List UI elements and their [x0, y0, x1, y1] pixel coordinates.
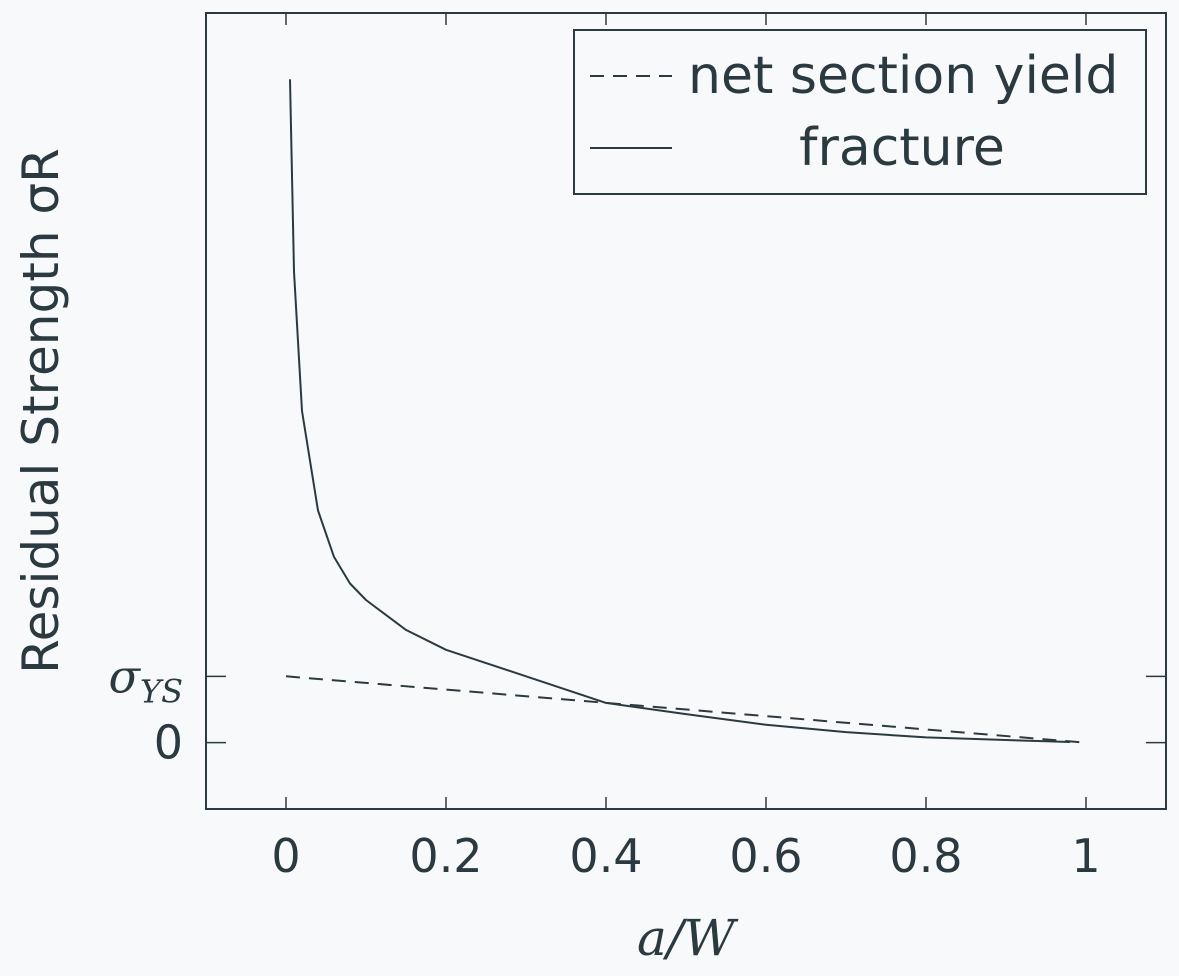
legend-label-net-section-yield: net section yield: [688, 46, 1118, 106]
legend-label-fracture: fracture: [799, 118, 1005, 178]
legend: net section yield fracture: [573, 29, 1147, 195]
x-tick-label-1: 0.2: [409, 829, 482, 883]
x-tick-label-4: 0.8: [889, 829, 962, 883]
x-axis-title: a/W: [637, 909, 739, 967]
y-axis-title: Residual Strength σR: [12, 148, 70, 674]
y-tick-label-0: σYS: [109, 649, 183, 710]
x-tick-label-0: 0: [271, 829, 300, 883]
legend-box: [573, 29, 1147, 195]
ticks-layer: 0 0.2 0.4 0.6 0.8 1 σYS 0: [109, 13, 1166, 883]
x-tick-label-3: 0.6: [729, 829, 802, 883]
series-line-fracture: [289, 79, 1071, 743]
x-tick-label-5: 1: [1071, 829, 1100, 883]
series-line-net-section-yield: [285, 675, 1087, 744]
y-tick-label-1: 0: [154, 716, 183, 770]
x-tick-label-2: 0.4: [569, 829, 642, 883]
series-layer: [285, 79, 1087, 744]
plot-frame: [205, 12, 1167, 810]
